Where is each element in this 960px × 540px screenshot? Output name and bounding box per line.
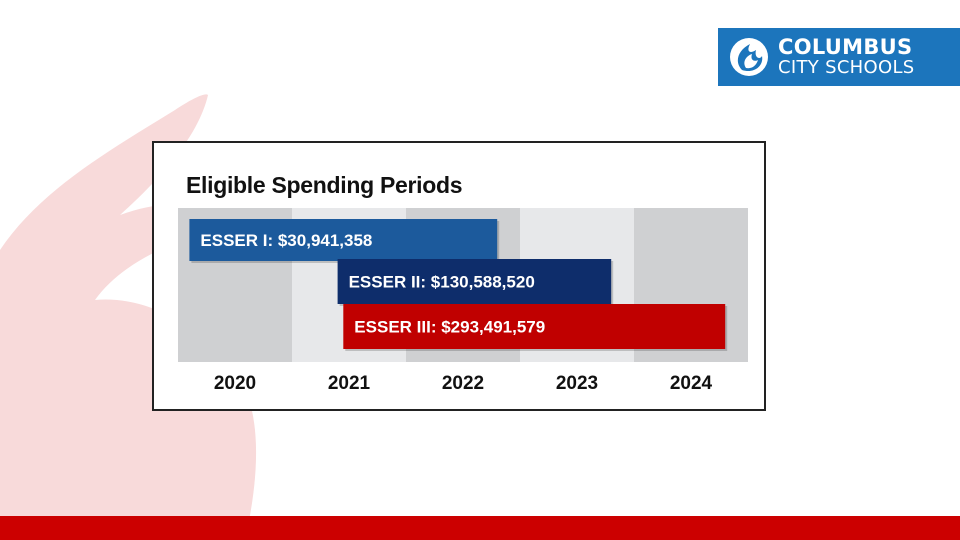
x-tick-label: 2020 xyxy=(214,373,256,394)
x-tick-label: 2021 xyxy=(328,373,371,394)
x-tick-label: 2022 xyxy=(442,373,484,394)
bar-rect xyxy=(343,304,726,349)
bar-rect xyxy=(337,259,612,304)
bar-label: ESSER III: $293,491,579 xyxy=(354,318,545,337)
columbus-city-schools-logo: COLUMBUS CITY SCHOOLS xyxy=(718,28,960,86)
chart-title: Eligible Spending Periods xyxy=(186,172,463,198)
bar-esser-i: ESSER I: $30,941,358 xyxy=(189,219,500,263)
flame-logo-icon xyxy=(730,38,768,76)
bottom-brand-bar xyxy=(0,516,960,540)
bar-esser-ii: ESSER II: $130,588,520 xyxy=(337,259,614,306)
bar-label: ESSER II: $130,588,520 xyxy=(349,273,535,292)
bar-esser-iii: ESSER III: $293,491,579 xyxy=(343,304,728,351)
logo-line-2: CITY SCHOOLS xyxy=(778,57,915,78)
bar-rect xyxy=(189,219,498,261)
x-tick-label: 2024 xyxy=(670,373,713,394)
bar-label: ESSER I: $30,941,358 xyxy=(200,231,372,250)
logo-line-1: COLUMBUS xyxy=(778,35,913,59)
x-tick-label: 2023 xyxy=(556,373,598,394)
